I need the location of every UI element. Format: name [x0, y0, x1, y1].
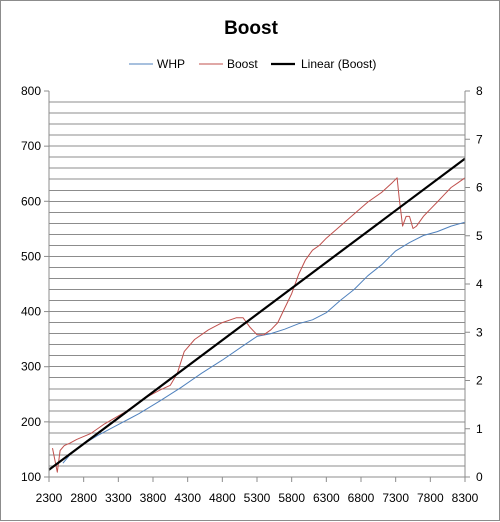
grid [49, 91, 465, 477]
chart-title: Boost [224, 18, 279, 39]
left-tick-label: 500 [21, 249, 41, 263]
x-tick-label: 8300 [452, 491, 479, 505]
left-tick-label: 700 [21, 139, 41, 153]
x-tick-label: 5800 [278, 491, 305, 505]
plot-area [49, 91, 465, 477]
axes: 100 200 300 400 500 600 700 800 0 1 2 3 4 5 6 7 8 2300 280… [21, 84, 483, 505]
x-tick-label: 6800 [348, 491, 375, 505]
right-tick-label: 8 [476, 84, 483, 98]
right-tick-label: 3 [476, 325, 483, 339]
series-layer [48, 157, 466, 473]
right-tick-label: 2 [476, 374, 483, 388]
x-tick-label: 3800 [140, 491, 167, 505]
right-tick-label: 7 [476, 132, 483, 146]
legend: WHP Boost Linear (Boost) [129, 57, 376, 71]
left-tick-label: 300 [21, 360, 41, 374]
x-tick-label: 6300 [313, 491, 340, 505]
x-tick-label: 7800 [417, 491, 444, 505]
series-line-3 [48, 157, 466, 471]
legend-label-1: WHP [157, 57, 185, 71]
left-tick-label: 200 [21, 415, 41, 429]
right-tick-label: 1 [476, 422, 483, 436]
x-tick-label: 4300 [174, 491, 201, 505]
x-tick-label: 4800 [209, 491, 236, 505]
right-tick-label: 5 [476, 229, 483, 243]
legend-label-3: Linear (Boost) [301, 57, 376, 71]
legend-label-2: Boost [227, 57, 258, 71]
left-tick-label: 400 [21, 305, 41, 319]
x-tick-label: 3300 [105, 491, 132, 505]
left-tick-label: 100 [21, 470, 41, 484]
left-tick-label: 800 [21, 84, 41, 98]
right-tick-label: 6 [476, 181, 483, 195]
x-tick-label: 7300 [382, 491, 409, 505]
x-tick-label: 2300 [36, 491, 63, 505]
right-tick-label: 0 [476, 470, 483, 484]
x-tick-label: 5300 [244, 491, 271, 505]
left-tick-label: 600 [21, 194, 41, 208]
x-tick-label: 2800 [70, 491, 97, 505]
right-tick-label: 4 [476, 277, 483, 291]
series-line-1 [62, 221, 466, 464]
